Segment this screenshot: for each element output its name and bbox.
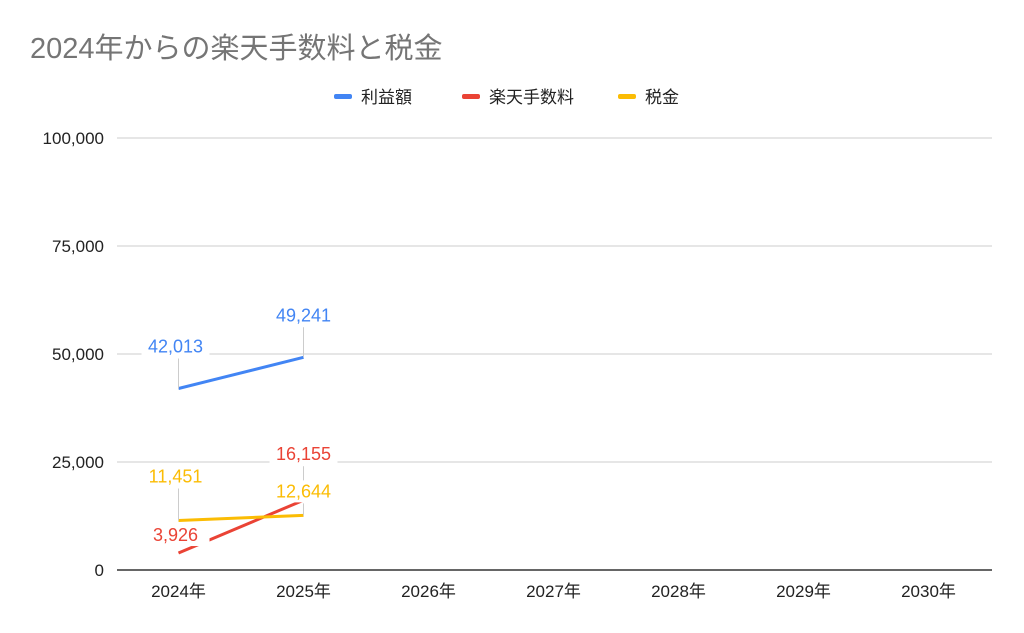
x-tick-label: 2030年	[901, 582, 956, 601]
x-tick-label: 2025年	[276, 582, 331, 601]
legend-label: 楽天手数料	[489, 88, 574, 107]
series-line-0	[178, 355, 304, 390]
x-tick-label: 2026年	[401, 582, 456, 601]
gridlines	[117, 137, 992, 571]
label-bg	[141, 524, 210, 547]
y-tick-label: 25,000	[52, 453, 104, 472]
y-tick-label: 75,000	[52, 237, 104, 256]
chart-title: 2024年からの楽天手数料と税金	[30, 32, 443, 65]
label-bg	[141, 335, 210, 358]
data-labels: 42,013 49,241 3,926 16,155 11,451 12,644	[141, 304, 338, 547]
legend-label: 利益額	[361, 88, 412, 107]
data-label: 49,241	[276, 305, 331, 325]
legend-swatch	[462, 94, 480, 99]
series-line-2	[178, 513, 304, 523]
data-label: 42,013	[148, 337, 203, 357]
label-bg	[269, 304, 338, 327]
data-label: 12,644	[276, 481, 331, 501]
x-tick-label: 2024年	[151, 582, 206, 601]
legend-label: 税金	[645, 88, 679, 107]
y-tick-label: 100,000	[43, 129, 104, 148]
x-tick-label: 2028年	[651, 582, 706, 601]
label-bg	[141, 465, 210, 488]
x-axis: 2024年 2025年 2026年 2027年 2028年 2029年 2030年	[151, 582, 956, 601]
label-bg	[269, 443, 338, 466]
legend: 利益額 楽天手数料 税金	[334, 88, 679, 107]
legend-swatch	[618, 94, 636, 99]
y-tick-label: 50,000	[52, 345, 104, 364]
data-label: 11,451	[149, 467, 203, 487]
x-tick-label: 2029年	[776, 582, 831, 601]
y-tick-label: 0	[95, 561, 104, 580]
data-label: 3,926	[153, 525, 198, 545]
label-bg	[269, 480, 338, 503]
data-label: 16,155	[276, 444, 331, 464]
y-axis: 0 25,000 50,000 75,000 100,000	[43, 129, 104, 580]
x-tick-label: 2027年	[526, 582, 581, 601]
legend-swatch	[334, 94, 352, 99]
